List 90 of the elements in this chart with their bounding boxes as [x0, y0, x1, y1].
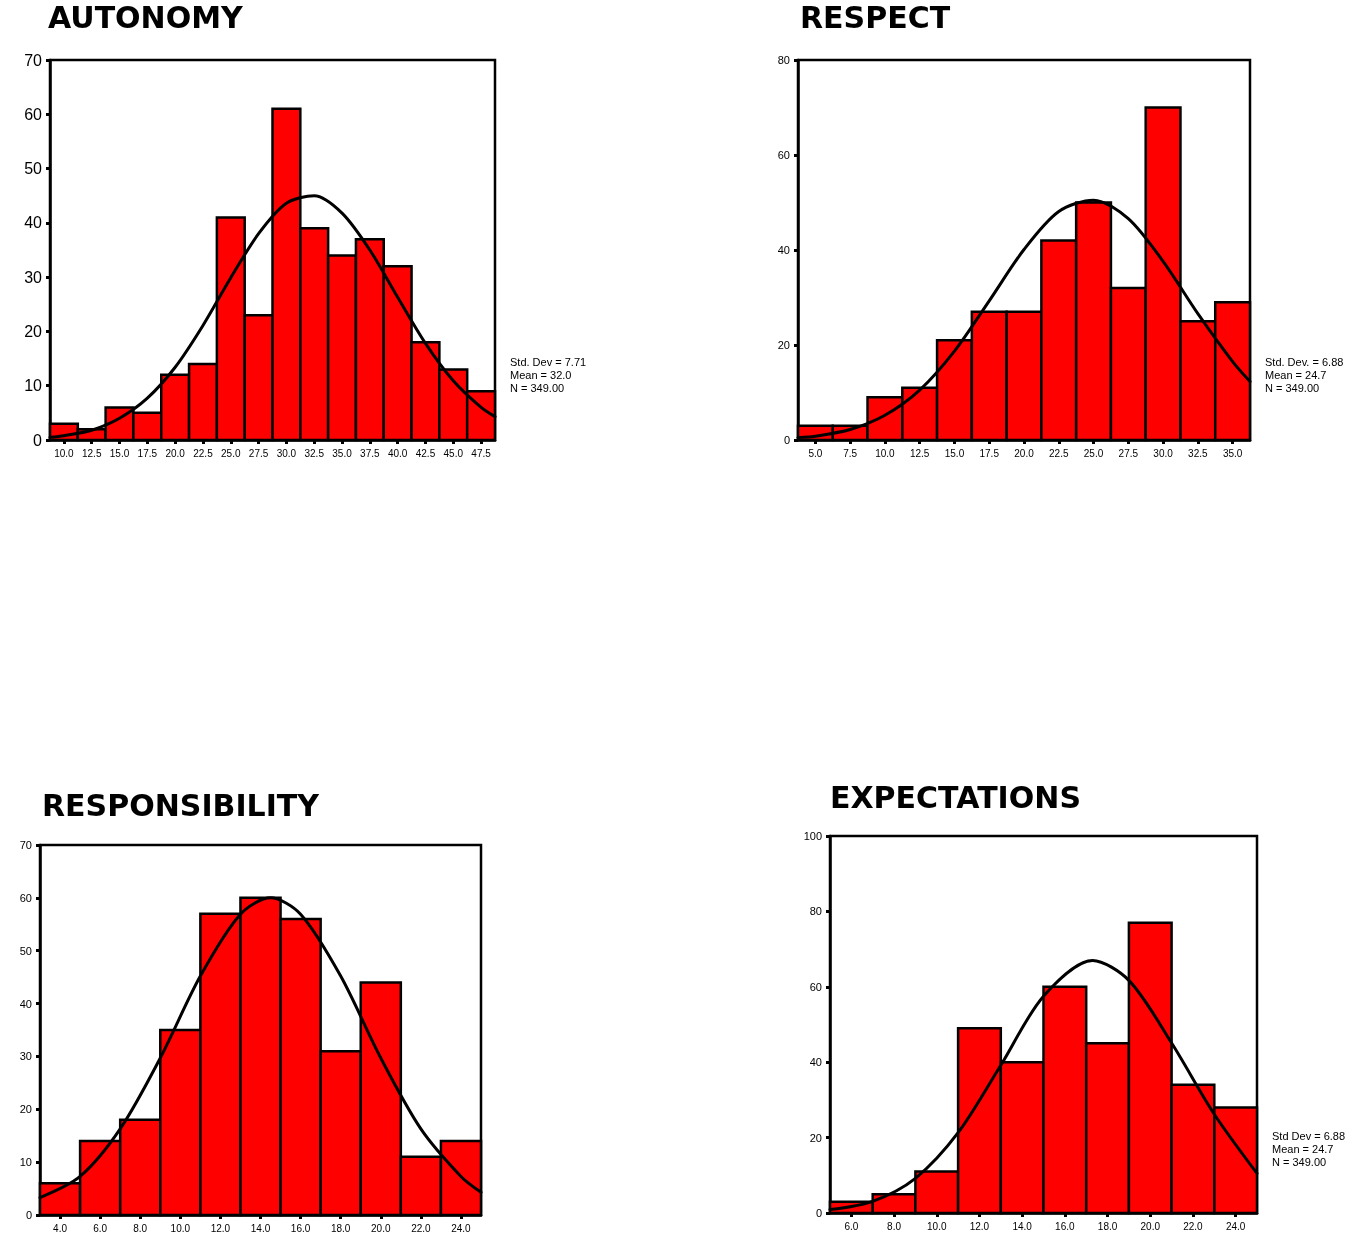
x-tick-label: 32.5: [304, 447, 325, 459]
x-tick-label: 12.5: [81, 447, 102, 459]
x-tick-label: 24.0: [451, 1222, 472, 1234]
x-tick-label: 30.0: [1153, 447, 1174, 459]
x-tick-label: 30.0: [276, 447, 297, 459]
x-tick-label: 45.0: [443, 447, 464, 459]
x-tick-label: 22.0: [1183, 1220, 1204, 1232]
y-tick-label: 70: [24, 51, 43, 69]
x-tick-label: 27.5: [1118, 447, 1139, 459]
x-tick-label: 17.5: [979, 447, 1000, 459]
x-tick-label: 10.0: [170, 1222, 191, 1234]
x-tick-label: 10.0: [875, 447, 896, 459]
x-tick-label: 22.5: [193, 447, 214, 459]
chart-title: AUTONOMY: [48, 0, 245, 35]
y-tick-label: 50: [24, 160, 43, 178]
x-tick-label: 4.0: [53, 1222, 68, 1234]
text: Mean = 24.7: [1265, 368, 1327, 381]
x-tick-label: 10.0: [54, 447, 75, 459]
chart-title: RESPECT: [800, 0, 951, 35]
text: N = 349.00: [1265, 381, 1320, 394]
x-tick-label: 16.0: [290, 1222, 311, 1234]
y-tick-label: 20: [24, 322, 43, 340]
y-tick-label: 0: [33, 431, 43, 449]
x-tick-label: 20.0: [371, 1222, 391, 1234]
y-tick-label: 70: [19, 839, 32, 851]
x-tick-label: 14.0: [1012, 1220, 1033, 1232]
y-tick-label: 60: [809, 980, 822, 993]
y-tick-label: 20: [19, 1103, 32, 1116]
y-tick-label: 60: [24, 105, 43, 123]
y-tick-label: 40: [777, 244, 790, 256]
x-tick-label: 35.0: [332, 447, 353, 459]
x-tick-label: 22.0: [411, 1222, 432, 1234]
y-tick-label: 40: [809, 1056, 822, 1069]
x-tick-label: 32.5: [1188, 447, 1209, 459]
y-tick-label: 20: [809, 1131, 822, 1144]
chart-title: EXPECTATIONS: [830, 779, 1081, 815]
x-tick-label: 15.0: [109, 447, 130, 459]
x-tick-label: 12.0: [969, 1220, 990, 1232]
y-tick-label: 40: [19, 997, 32, 1010]
text: Mean = 24.7: [1272, 1142, 1334, 1155]
y-tick-label: 30: [19, 1050, 32, 1063]
x-tick-label: 12.0: [210, 1222, 231, 1234]
y-tick-label: 60: [19, 891, 32, 904]
x-tick-label: 12.5: [909, 447, 930, 459]
y-tick-label: 0: [783, 434, 790, 446]
text: N = 349.00: [1272, 1155, 1327, 1168]
text: Std. Dev. = 6.88: [1265, 355, 1344, 368]
x-tick-label: 20.0: [1014, 447, 1035, 459]
x-tick-label: 6.0: [844, 1220, 859, 1232]
y-tick-label: 20: [777, 339, 790, 351]
x-tick-label: 37.5: [360, 447, 381, 459]
x-tick-label: 20.0: [165, 447, 186, 459]
x-tick-label: 7.5: [843, 447, 858, 459]
x-tick-label: 25.0: [221, 447, 241, 459]
y-tick-label: 50: [19, 944, 32, 957]
y-tick-label: 10: [19, 1156, 32, 1169]
x-tick-label: 42.5: [415, 447, 436, 459]
x-tick-label: 47.5: [471, 447, 492, 459]
x-tick-label: 27.5: [248, 447, 269, 459]
y-tick-label: 40: [24, 214, 43, 232]
y-tick-label: 60: [777, 149, 790, 161]
y-tick-label: 100: [803, 830, 822, 842]
y-tick-label: 10: [24, 377, 43, 395]
x-tick-label: 5.0: [808, 447, 823, 459]
y-tick-label: 0: [25, 1209, 32, 1221]
y-tick-label: 0: [815, 1207, 822, 1219]
x-tick-label: 10.0: [927, 1220, 947, 1232]
y-tick-label: 30: [24, 268, 43, 286]
x-tick-label: 8.0: [133, 1222, 148, 1234]
y-tick-label: 80: [809, 905, 822, 918]
x-tick-label: 15.0: [944, 447, 965, 459]
x-tick-label: 24.0: [1225, 1220, 1246, 1232]
x-tick-label: 20.0: [1140, 1220, 1161, 1232]
text: Std. Dev = 7.71: [510, 355, 587, 368]
y-tick-label: 80: [777, 54, 790, 66]
text: Mean = 32.0: [510, 368, 572, 381]
x-tick-label: 18.0: [330, 1222, 351, 1234]
x-tick-label: 6.0: [93, 1222, 108, 1234]
x-tick-label: 14.0: [250, 1222, 271, 1234]
x-tick-label: 22.5: [1049, 447, 1069, 459]
x-tick-label: 8.0: [887, 1220, 902, 1232]
text: N = 349.00: [510, 381, 565, 394]
x-tick-label: 35.0: [1222, 447, 1243, 459]
x-tick-label: 18.0: [1097, 1220, 1118, 1232]
x-tick-label: 25.0: [1083, 447, 1104, 459]
x-tick-label: 40.0: [387, 447, 408, 459]
chart-title: RESPONSIBILITY: [42, 787, 321, 823]
x-tick-label: 17.5: [137, 447, 158, 459]
text: Std Dev = 6.88: [1272, 1129, 1346, 1142]
x-tick-label: 16.0: [1055, 1220, 1076, 1232]
